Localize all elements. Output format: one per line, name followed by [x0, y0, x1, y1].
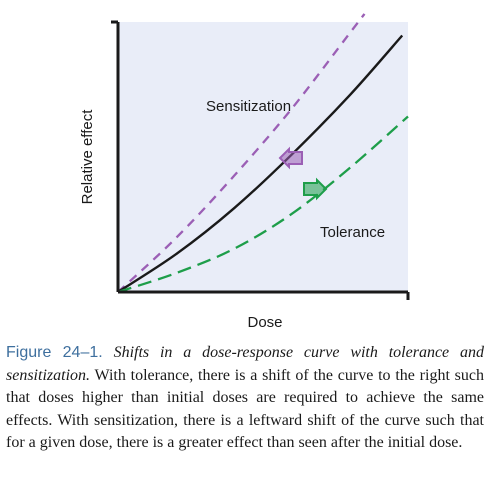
- tolerance-curve: [117, 115, 409, 294]
- figure-caption-body: With tolerance, there is a shift of the …: [6, 366, 484, 452]
- plot-background: [118, 22, 408, 292]
- dose-response-chart: Relative effect Dose Sensitization Toler…: [79, 13, 410, 331]
- tolerance-annotation: Tolerance: [320, 224, 385, 241]
- figure-caption: Figure 24–1. Shifts in a dose-response c…: [6, 342, 484, 455]
- y-axis-label: Relative effect: [79, 109, 96, 205]
- x-axis-label: Dose: [247, 314, 282, 331]
- left-arrow-icon: [278, 146, 303, 170]
- right-arrow-shape: [303, 177, 328, 201]
- left-arrow-shape: [278, 146, 303, 170]
- baseline-curve: [117, 34, 404, 294]
- curves-group: [117, 13, 409, 294]
- figure-label: Figure 24–1.: [6, 344, 103, 361]
- right-arrow-icon: [303, 177, 328, 201]
- figure-title: Shifts in a dose-response curve with tol…: [6, 344, 485, 384]
- sensitization-annotation: Sensitization: [206, 98, 291, 115]
